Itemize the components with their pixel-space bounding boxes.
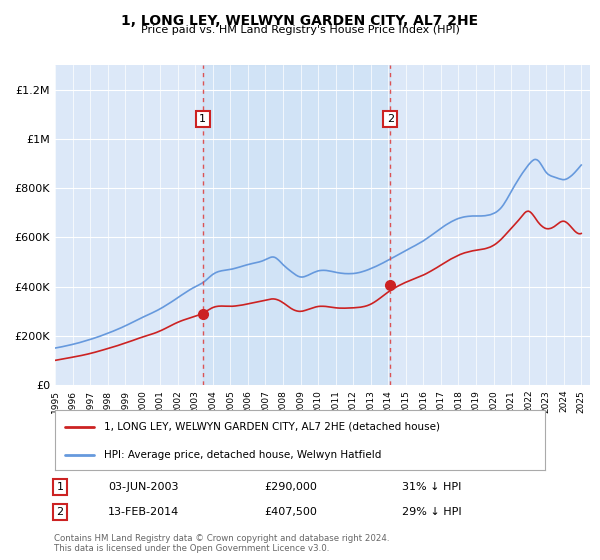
Text: 31% ↓ HPI: 31% ↓ HPI	[402, 482, 461, 492]
Text: 1, LONG LEY, WELWYN GARDEN CITY, AL7 2HE (detached house): 1, LONG LEY, WELWYN GARDEN CITY, AL7 2HE…	[104, 422, 440, 432]
Text: 1: 1	[56, 482, 64, 492]
Text: 03-JUN-2003: 03-JUN-2003	[108, 482, 179, 492]
Bar	[203, 65, 391, 385]
Text: 1, LONG LEY, WELWYN GARDEN CITY, AL7 2HE: 1, LONG LEY, WELWYN GARDEN CITY, AL7 2HE	[121, 14, 479, 28]
Text: 2: 2	[56, 507, 64, 517]
Text: Price paid vs. HM Land Registry's House Price Index (HPI): Price paid vs. HM Land Registry's House …	[140, 25, 460, 35]
Text: 2: 2	[387, 114, 394, 124]
Text: £407,500: £407,500	[264, 507, 317, 517]
Text: £290,000: £290,000	[264, 482, 317, 492]
Text: HPI: Average price, detached house, Welwyn Hatfield: HPI: Average price, detached house, Welw…	[104, 450, 382, 460]
Text: 13-FEB-2014: 13-FEB-2014	[108, 507, 179, 517]
Text: 29% ↓ HPI: 29% ↓ HPI	[402, 507, 461, 517]
Text: Contains HM Land Registry data © Crown copyright and database right 2024.
This d: Contains HM Land Registry data © Crown c…	[54, 534, 389, 553]
Text: 1: 1	[199, 114, 206, 124]
